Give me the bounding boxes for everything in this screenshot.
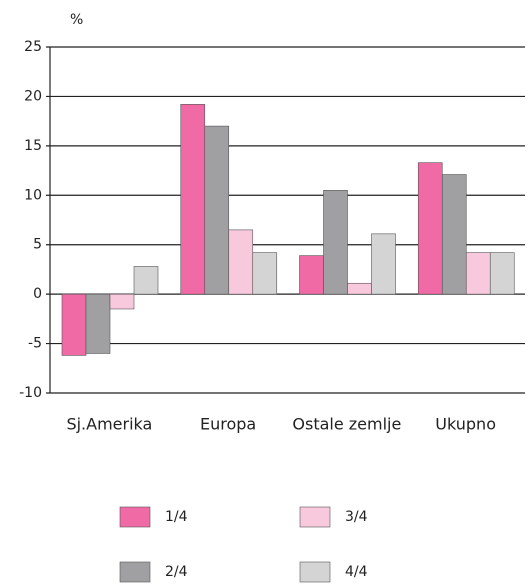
legend-swatch <box>119 561 151 583</box>
x-tick-label: Europa <box>200 415 256 434</box>
bar <box>252 252 278 295</box>
bar <box>133 266 159 295</box>
bar <box>347 282 372 295</box>
bar <box>204 125 230 295</box>
bar <box>489 252 515 295</box>
y-tick-label: 0 <box>33 286 42 302</box>
legend-swatch <box>119 506 151 528</box>
x-tick-label: Ukupno <box>435 415 496 434</box>
legend-label: 4/4 <box>345 564 368 580</box>
bar <box>61 293 87 356</box>
y-tick-label: -5 <box>28 336 42 352</box>
y-tick-label: -10 <box>19 385 42 401</box>
x-tick-label: Ostale zemlje <box>292 415 401 434</box>
bar <box>323 190 348 295</box>
bar <box>371 233 396 295</box>
bar <box>299 255 324 295</box>
bar <box>228 229 254 295</box>
bar <box>465 252 491 295</box>
y-axis-label: % <box>70 12 83 28</box>
y-tick-label: 20 <box>24 88 42 104</box>
bar <box>109 293 135 310</box>
legend-label: 2/4 <box>165 564 188 580</box>
bar <box>180 104 206 295</box>
bar <box>417 162 443 295</box>
legend-label: 3/4 <box>345 509 368 525</box>
bar <box>441 174 467 295</box>
y-tick-label: 25 <box>24 39 42 55</box>
y-tick-label: 15 <box>24 138 42 154</box>
y-tick-label: 10 <box>24 187 42 203</box>
bar <box>85 293 111 354</box>
legend-label: 1/4 <box>165 509 188 525</box>
legend-swatch <box>299 561 331 583</box>
x-tick-label: Sj.Amerika <box>66 415 152 434</box>
y-tick-label: 5 <box>33 237 42 253</box>
legend-swatch <box>299 506 331 528</box>
